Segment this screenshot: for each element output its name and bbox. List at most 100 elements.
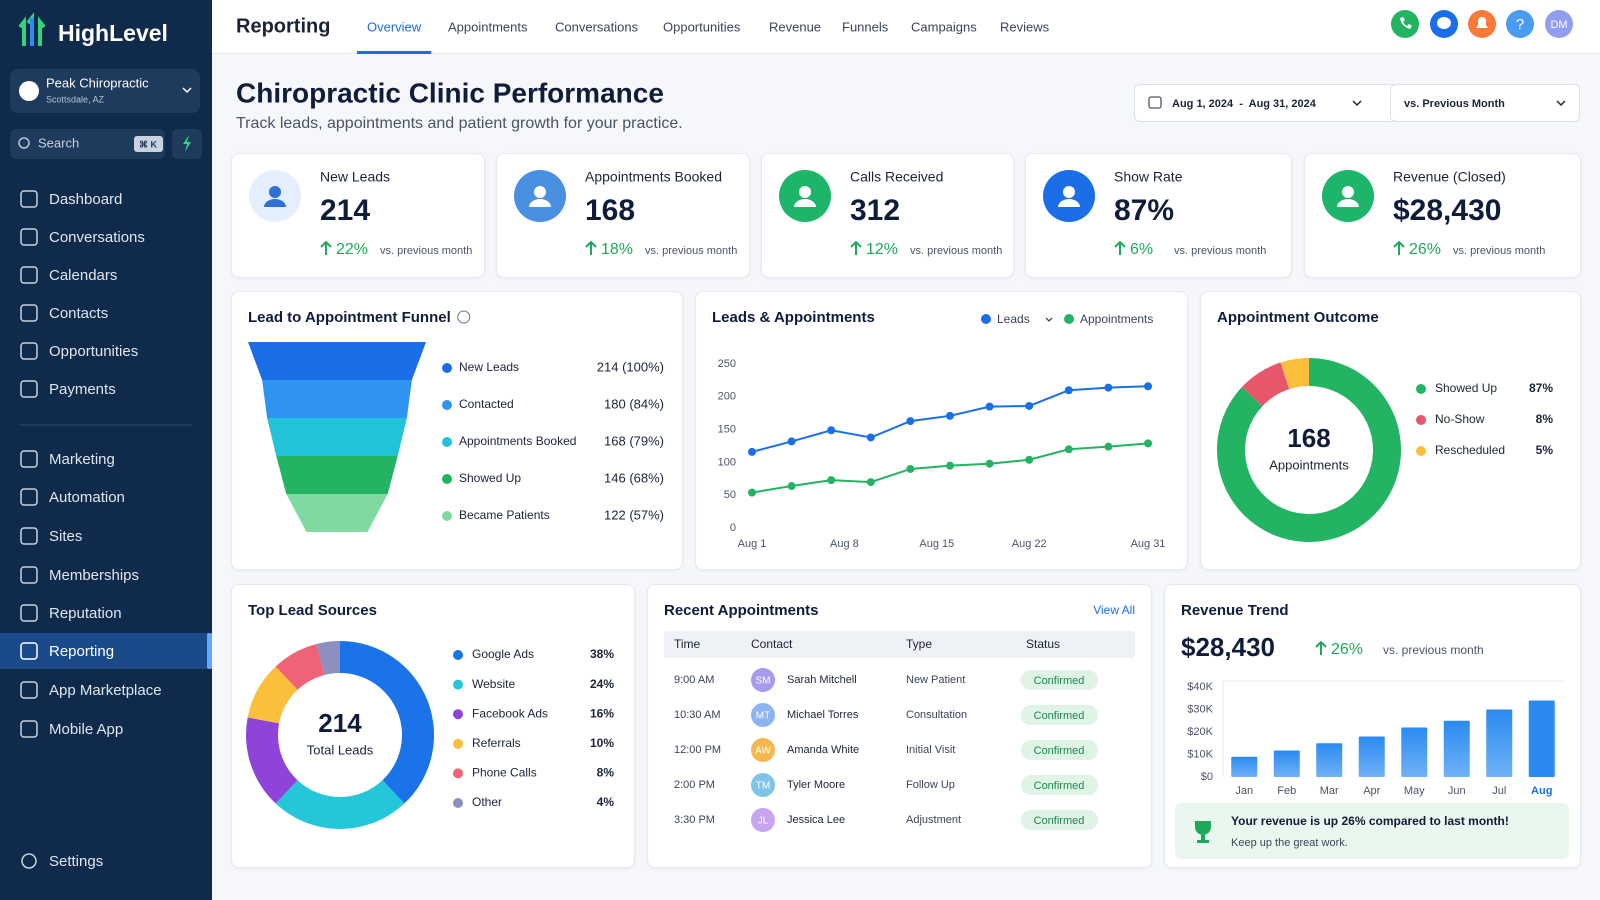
tab[interactable]: Revenue <box>769 19 821 34</box>
value-label: 146 (68%) <box>604 470 664 485</box>
funnel-stage <box>286 494 388 532</box>
legend-dot <box>442 474 452 484</box>
compare-picker[interactable] <box>1390 84 1580 122</box>
nav-icon <box>20 450 38 468</box>
card-title: Recent Appointments <box>664 602 818 619</box>
y-tick-label: $10K <box>1187 748 1213 760</box>
nav-item[interactable]: Conversations <box>49 229 145 246</box>
legend-label: Appointments Booked <box>459 434 576 448</box>
card-title: Appointment Outcome <box>1217 309 1379 326</box>
legend-dot <box>1416 384 1426 394</box>
chat-icon <box>1437 17 1451 29</box>
funnel-card-canvas: Lead to Appointment Funnel New Leads 214 (… <box>248 309 664 532</box>
tab[interactable]: Funnels <box>842 19 889 34</box>
top-action[interactable] <box>1391 10 1419 38</box>
kpi-change: 22% <box>336 241 368 258</box>
legend-label: Appointments <box>1080 312 1153 326</box>
cell-time: 9:00 AM <box>674 674 714 686</box>
legend-dot <box>442 363 452 373</box>
compare: vs. Previous Month <box>1404 98 1505 110</box>
nav-item[interactable]: Dashboard <box>49 191 122 208</box>
data-point <box>866 478 875 487</box>
account-box[interactable] <box>10 69 200 113</box>
bar <box>1486 709 1513 777</box>
up-arrow <box>585 240 597 255</box>
nav-item[interactable]: Opportunities <box>49 343 138 360</box>
kpi-label: New Leads <box>320 169 390 185</box>
up-arrow <box>320 240 332 255</box>
donut-segment <box>1280 358 1309 390</box>
topbar-bg <box>212 0 1600 54</box>
status-pill <box>1021 740 1098 760</box>
kpi-value: 312 <box>850 194 900 227</box>
cell-status: Confirmed <box>1034 710 1085 722</box>
sidebar: HighLevel Peak Chiropractic Scottsdale, AZ… <box>0 0 212 900</box>
kpi-change: 12% <box>866 241 898 258</box>
nav-icon <box>20 527 38 545</box>
data-point <box>827 476 836 485</box>
revenue-card-canvas: Revenue Trend $28,430 26% vs. previous mont… <box>1175 602 1569 859</box>
brand: HighLevel <box>58 20 168 46</box>
nav-item[interactable]: Automation <box>49 489 125 506</box>
view-all-link[interactable]: View All <box>1093 603 1135 617</box>
kpi-value: 214 <box>320 194 370 227</box>
cell-contact: Michael Torres <box>787 709 859 721</box>
calendar-icon <box>1148 96 1162 109</box>
top-action[interactable] <box>1506 10 1534 38</box>
legend-dot <box>442 400 452 410</box>
nav-item[interactable]: Reporting <box>49 643 114 660</box>
tab[interactable]: Opportunities <box>663 19 741 34</box>
value-label: 214 (100%) <box>597 359 664 374</box>
nav-item[interactable]: Sites <box>49 528 82 545</box>
data-point <box>1144 439 1152 448</box>
contact-initials: SM <box>756 676 771 687</box>
legend-chevron <box>1045 317 1053 322</box>
nav-item[interactable]: Mobile App <box>49 721 123 738</box>
data-point <box>985 459 994 468</box>
help-icon[interactable]: ? <box>1516 16 1524 33</box>
nav-item[interactable]: Reputation <box>49 605 122 622</box>
x-tick-label: Aug 8 <box>830 538 859 550</box>
legend-label: Phone Calls <box>472 766 537 780</box>
cell-status: Confirmed <box>1034 815 1085 827</box>
center-label: Appointments <box>1269 457 1349 472</box>
nav-item[interactable]: Marketing <box>49 451 115 468</box>
legend-dot <box>453 679 463 690</box>
legend-dot <box>1064 314 1074 324</box>
kpi-label: Calls Received <box>850 169 943 185</box>
tab[interactable]: Appointments <box>448 19 528 34</box>
nav-item[interactable]: Payments <box>49 381 116 398</box>
nav-item[interactable]: Contacts <box>49 305 108 322</box>
line-card: Leads & Appointments Leads Appointments 0 50… <box>695 291 1188 570</box>
nav-item[interactable]: Calendars <box>49 267 117 284</box>
tab[interactable]: Conversations <box>555 19 639 34</box>
data-point <box>1104 383 1113 392</box>
legend-dot <box>453 709 463 720</box>
banner <box>1175 803 1569 859</box>
tab[interactable]: Reviews <box>1000 19 1050 34</box>
cell-time: 2:00 PM <box>674 779 715 791</box>
search-box[interactable] <box>10 129 165 159</box>
page-header: Chiropractic Clinic Performance Track lea… <box>212 54 1600 144</box>
nav-item[interactable]: App Marketplace <box>49 682 162 699</box>
tab[interactable]: Campaigns <box>911 19 977 34</box>
nav-item[interactable]: Memberships <box>49 567 139 584</box>
kpi-icon-glyph <box>794 199 816 207</box>
data-point <box>906 464 915 473</box>
kpi-card-canvas: Revenue (Closed) $28,430 26% vs. previous m… <box>1322 169 1545 258</box>
data-point <box>1104 442 1113 451</box>
kpi-label: Revenue (Closed) <box>1393 169 1506 185</box>
status-pill <box>1021 775 1098 795</box>
kpi-icon-glyph <box>799 186 811 198</box>
avatar[interactable] <box>1545 10 1573 38</box>
nav-settings[interactable]: Settings <box>49 853 103 870</box>
x-tick-label: Apr <box>1363 785 1380 797</box>
y-tick-label: 150 <box>718 424 736 436</box>
bar <box>1401 727 1428 777</box>
revenue-value: $28,430 <box>1181 632 1275 662</box>
legend-label: No-Show <box>1435 412 1485 426</box>
tab[interactable]: Overview <box>367 19 422 34</box>
up-arrow <box>1393 240 1405 255</box>
bolt-icon <box>183 135 191 152</box>
legend-label: New Leads <box>459 360 519 374</box>
